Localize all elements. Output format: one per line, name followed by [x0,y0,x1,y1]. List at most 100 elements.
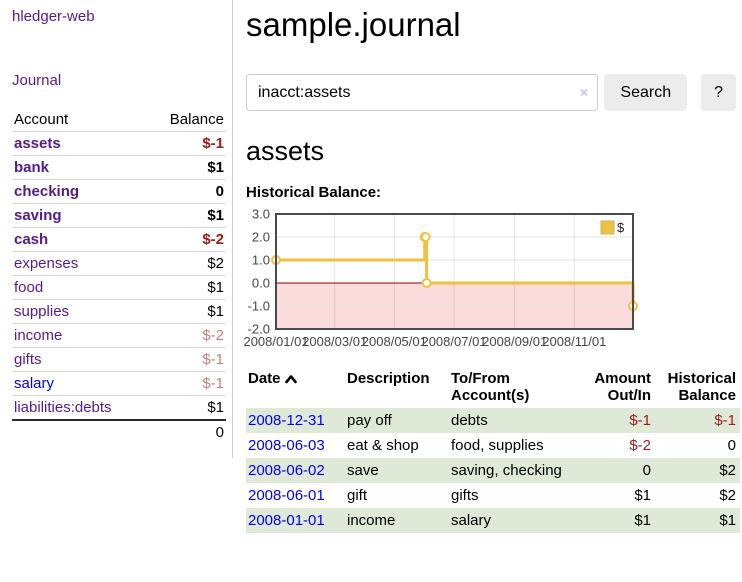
search-form: × Search ? [246,74,736,111]
historical-balance-chart: 3.0 2.0 1.0 0.0 -1.0 -2.0 2008/01/01 2008/03/01… [243,207,736,351]
account-balance: $-1 [148,131,226,156]
account-balance: $-2 [148,323,226,348]
transaction-row: 2008-06-01 gift gifts $1 $2 [246,483,740,508]
clear-search-icon[interactable]: × [579,84,589,101]
transaction-date-link[interactable]: 2008-01-01 [248,512,325,529]
transaction-description: pay off [347,412,392,429]
account-balance: $1 [148,275,226,300]
transaction-accounts: saving, checking [451,462,562,479]
account-row: supplies $1 [12,299,226,324]
transaction-balance: $2 [719,462,736,479]
account-link[interactable]: salary [14,375,55,392]
transaction-date-cell: 2008-12-31 [246,408,345,433]
sort-ascending-icon [284,371,297,388]
transaction-date-link[interactable]: 2008-06-01 [248,487,325,504]
account-balance: $-2 [148,227,226,252]
account-link[interactable]: checking [14,183,80,200]
transaction-amount: $1 [634,487,651,504]
svg-text:3.0: 3.0 [252,207,270,222]
sidebar-item-journal[interactable]: Journal [12,72,62,89]
account-balance: $1 [148,203,226,228]
svg-text:2008/11/01: 2008/11/01 [542,334,606,349]
account-row: liabilities:debts $1 [12,395,226,420]
register-header-balance: Historical Balance [667,370,736,404]
account-link[interactable]: saving [14,207,62,224]
transaction-description: save [347,462,379,479]
svg-text:$: $ [617,220,625,235]
svg-text:2008/07/01: 2008/07/01 [421,334,486,349]
app-title-link[interactable]: hledger-web [12,8,95,25]
register-header-date[interactable]: Date [246,368,345,408]
transaction-date-link[interactable]: 2008-06-03 [248,437,325,454]
transaction-accounts: gifts [451,487,479,504]
transaction-accounts: debts [451,412,488,429]
transaction-date-cell: 2008-06-02 [246,458,345,483]
account-row: income $-2 [12,323,226,348]
help-button[interactable]: ? [701,74,736,111]
transaction-balance: $1 [719,512,736,529]
register-header-amount: Amount Out/In [594,370,651,404]
search-button[interactable]: Search [604,74,688,111]
account-balance: $1 [148,155,226,180]
account-link[interactable]: bank [14,159,50,176]
transaction-amount: $-1 [629,412,651,429]
transaction-balance: 0 [727,437,736,454]
account-balance: $1 [148,299,226,324]
register-table: Date Description To/From Account(s) Amou… [246,368,740,533]
account-link[interactable]: cash [14,231,49,248]
transaction-row: 2008-12-31 pay off debts $-1 $-1 [246,408,740,433]
transaction-description: income [347,512,396,529]
account-link[interactable]: assets [14,135,61,152]
register-header-row: Date Description To/From Account(s) Amou… [246,368,740,408]
transaction-accounts: salary [451,512,492,529]
account-link[interactable]: supplies [14,303,70,320]
account-link[interactable]: income [14,327,63,344]
transaction-balance: $2 [719,487,736,504]
svg-text:2008/05/01: 2008/05/01 [362,334,427,349]
account-row: gifts $-1 [12,347,226,372]
transaction-description: eat & shop [347,437,419,454]
account-link[interactable]: gifts [14,351,42,368]
account-row: saving $1 [12,203,226,228]
account-row: cash $-2 [12,227,226,252]
transaction-date-link[interactable]: 2008-12-31 [248,412,325,429]
transaction-amount: $1 [634,512,651,529]
transaction-amount: 0 [642,462,651,479]
account-row: salary $-1 [12,371,226,396]
svg-text:2008/09/01: 2008/09/01 [482,334,547,349]
svg-text:1.0: 1.0 [252,253,270,268]
account-link[interactable]: expenses [14,255,79,272]
register-header-description: Description [347,370,430,387]
app-layout: hledger-web Journal Account Balance asse… [12,0,742,541]
account-link[interactable]: liabilities:debts [14,399,112,416]
transaction-accounts: food, supplies [451,437,544,454]
accounts-total-value: 0 [148,419,226,444]
svg-text:2008/03/01: 2008/03/01 [302,334,367,349]
register-header-accounts: To/From Account(s) [451,370,530,404]
transaction-date-link[interactable]: 2008-06-02 [248,462,325,479]
search-input[interactable] [246,74,599,111]
account-row: expenses $2 [12,251,226,276]
account-link[interactable]: food [14,279,44,296]
chart-heading: Historical Balance: [246,184,382,201]
account-balance: $-1 [148,371,226,396]
account-row: assets $-1 [12,131,226,156]
search-input-wrap: × [246,74,599,111]
svg-text:-2.0: -2.0 [248,322,270,337]
account-balance: $1 [148,395,226,420]
accounts-table-header: Account Balance [12,108,226,132]
svg-text:2008/01/01: 2008/01/01 [243,334,308,349]
transaction-row: 2008-06-03 eat & shop food, supplies $-2 0 [246,433,740,458]
transaction-date-cell: 2008-01-01 [246,508,345,533]
main-content: sample.journal × Search ? assets Histori… [233,0,742,541]
account-balance: $2 [148,251,226,276]
accounts-header-balance: Balance [169,111,224,128]
transaction-row: 2008-01-01 income salary $1 $1 [246,508,740,533]
account-row: food $1 [12,275,226,300]
account-row: bank $1 [12,155,226,180]
svg-text:-1.0: -1.0 [248,299,270,314]
svg-text:2.0: 2.0 [252,230,270,245]
transaction-row: 2008-06-02 save saving, checking 0 $2 [246,458,740,483]
account-row: checking 0 [12,179,226,204]
transaction-balance: $-1 [714,412,736,429]
